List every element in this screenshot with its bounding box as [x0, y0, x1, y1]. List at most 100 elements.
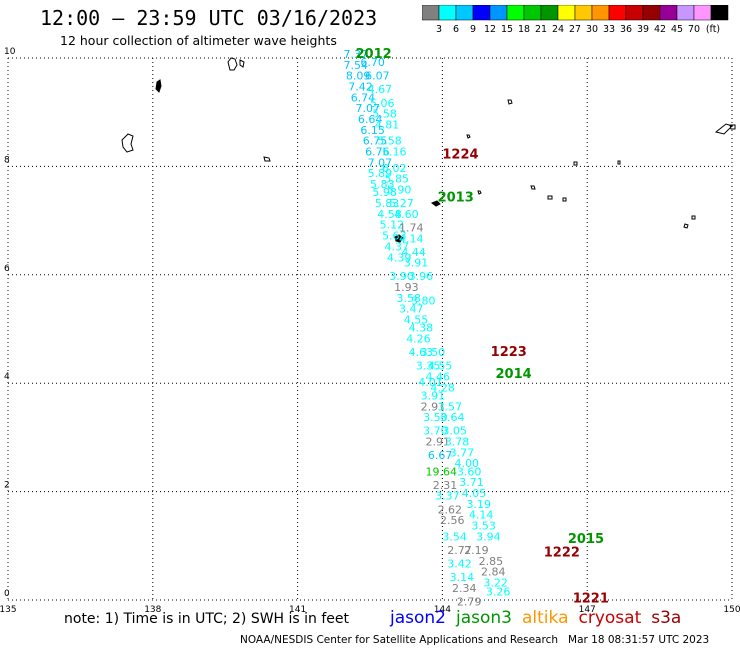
satellite-name: cryosat — [578, 608, 642, 628]
wave-height-value: 3.91 — [404, 257, 429, 270]
wave-height-value: 5.27 — [389, 197, 414, 210]
wave-height-value: 5.83 — [375, 197, 400, 210]
wave-height-value: 3.19 — [467, 498, 492, 511]
wave-height-value: 2.34 — [452, 582, 477, 595]
track-time-label: 2015 — [568, 532, 604, 547]
wave-height-value: 3.35 — [416, 360, 441, 373]
wave-height-value: 2.56 — [440, 514, 465, 527]
wave-height-value: 4.05 — [462, 487, 487, 500]
island-outline — [227, 57, 245, 71]
track-time-label: 1221 — [573, 592, 609, 607]
wave-height-value: 3.58 — [397, 292, 422, 305]
wave-height-value: 7.07 — [368, 156, 393, 169]
wave-height-value: 4.39 — [387, 251, 412, 264]
wave-height-value: 4.44 — [401, 246, 426, 259]
satellite-legend: jason2 jason3 altika cryosat s3a — [390, 608, 691, 628]
legend-label: 42 — [654, 24, 666, 35]
wave-height-value: 3.53 — [471, 520, 496, 533]
legend-label: 21 — [535, 24, 547, 35]
wave-height-value: 2.79 — [457, 595, 482, 608]
island-outline — [466, 134, 471, 139]
wave-height-value: 4.58 — [377, 208, 402, 221]
wave-height-value: 6.64 — [358, 113, 383, 126]
wave-height-value: 4.28 — [430, 381, 455, 394]
wave-height-value: 8.09 — [346, 70, 371, 83]
wave-height-value: 5.89 — [368, 167, 393, 180]
wave-height-value: 2.91 — [421, 400, 446, 413]
wave-height-value: 3.71 — [459, 476, 484, 489]
wave-height-value: 7.54 — [343, 59, 368, 72]
wave-height-value: 4.26 — [406, 333, 431, 346]
footer-credit: NOAA/NESDIS Center for Satellite Applica… — [240, 634, 710, 646]
wave-height-value: 3.54 — [442, 530, 467, 543]
legend-label: 15 — [501, 24, 513, 35]
wave-height-value: 5.90 — [387, 184, 412, 197]
wave-height-value: 4.14 — [399, 232, 424, 245]
wave-height-value: 5.83 — [370, 178, 395, 191]
wave-height-value: 3.91 — [421, 389, 446, 402]
legend-label: 3 — [436, 24, 442, 35]
wave-height-value: 2.31 — [433, 479, 458, 492]
wave-height-value: 3.50 — [423, 411, 448, 424]
island-outline — [573, 160, 621, 166]
wave-height-value: 7.42 — [348, 81, 373, 94]
wave-height-value: 5.12 — [380, 219, 405, 232]
wave-height-value: 3.80 — [411, 295, 436, 308]
island-outline — [263, 156, 271, 162]
wave-height-value: 4.00 — [454, 457, 479, 470]
legend-label: 24 — [552, 24, 564, 35]
wave-height-value: 2.91 — [426, 436, 451, 449]
track-time-label: 2012 — [356, 47, 392, 62]
footer-note: note: 1) Time is in UTC; 2) SWH is in fe… — [64, 611, 350, 627]
island-outline — [430, 200, 441, 207]
wave-height-value: 4.67 — [368, 83, 393, 96]
y-tick-label: 2 — [4, 481, 10, 491]
legend-label: 9 — [470, 24, 476, 35]
wave-height-value: 3.70 — [423, 425, 448, 438]
satellite-name: jason2 — [390, 608, 446, 628]
wave-height-value: 19.64 — [426, 465, 458, 478]
wave-height-value: 3.78 — [445, 436, 470, 449]
wave-height-value: 6.67 — [428, 449, 453, 462]
wave-height-value: 3.42 — [447, 557, 472, 570]
island-outline — [530, 185, 567, 202]
wave-height-value: 6.15 — [360, 124, 385, 137]
y-tick-label: 8 — [4, 155, 10, 165]
island-outline — [714, 123, 736, 135]
wave-height-value: 7.37 — [343, 48, 368, 61]
wave-height-value: 6.76 — [365, 146, 390, 159]
y-tick-label: 6 — [4, 264, 10, 274]
track-time-label: 2014 — [495, 367, 531, 382]
wave-height-value: 4.46 — [426, 370, 451, 383]
wave-height-value: 4.55 — [428, 360, 453, 373]
wave-height-value: 3.60 — [457, 465, 482, 478]
legend-label: 30 — [586, 24, 598, 35]
wave-height-value: 2.85 — [479, 555, 504, 568]
wave-height-value: 6.70 — [360, 56, 385, 69]
wave-height-value: 3.96 — [409, 270, 434, 283]
map-grid — [7, 57, 733, 601]
wave-height-value: 5.85 — [384, 173, 409, 186]
wave-height-value: 4.38 — [409, 322, 434, 335]
wave-height-value: 4.60 — [394, 208, 419, 221]
wave-height-value: 6.07 — [365, 70, 390, 83]
wave-height-value: 5.58 — [372, 108, 397, 121]
legend-label: (ft) — [706, 24, 720, 35]
wave-height-value: 1.74 — [399, 221, 424, 234]
y-tick-label: 4 — [4, 372, 10, 382]
wave-height-value: 5.63 — [382, 230, 407, 243]
track-time-label: 1223 — [491, 345, 527, 360]
satellite-name: altika — [522, 608, 569, 628]
map-title: 12:00 – 23:59 UTC 03/16/2023 — [40, 6, 378, 30]
wave-height-value: 3.77 — [450, 446, 475, 459]
color-legend: 3 6 9 12 15 18 21 24 27 30 33 36 39 42 45 70 (ft) — [422, 5, 729, 35]
wave-height-value: 6.75 — [363, 135, 388, 148]
wave-height-value: 4.14 — [469, 509, 494, 522]
wave-height-value: 3.64 — [440, 411, 465, 424]
wave-height-value: 3.05 — [442, 425, 467, 438]
wave-height-value: 5.58 — [377, 135, 402, 148]
wave-height-labels: 7.376.707.548.096.077.424.676.745.067.07… — [343, 48, 510, 608]
track-time-label: 2013 — [438, 191, 474, 206]
